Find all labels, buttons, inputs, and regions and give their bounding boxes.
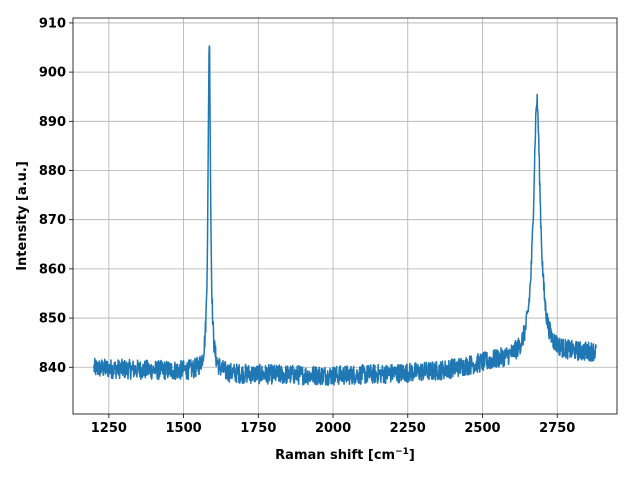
y-tick-label: 860 (39, 262, 66, 277)
y-tick-label: 900 (39, 66, 66, 81)
y-tick-label: 840 (39, 361, 66, 376)
x-tick-label: 1500 (165, 421, 201, 436)
x-tick-label: 1250 (91, 421, 127, 436)
y-tick-label: 850 (39, 312, 66, 327)
x-axis-label: Raman shift [cm−1] (275, 447, 415, 463)
x-tick-label: 2750 (539, 421, 575, 436)
series-layer (93, 45, 597, 386)
x-tick-label: 1750 (240, 421, 276, 436)
x-axis: 1250 1500 1750 2000 2250 2500 2750 (91, 414, 575, 436)
x-tick-label: 2250 (390, 421, 426, 436)
y-axis: 840 850 860 870 880 890 900 910 (39, 16, 73, 376)
y-tick-label: 880 (39, 164, 66, 179)
y-axis-label: Intensity [a.u.] (15, 161, 30, 271)
grid (73, 18, 617, 414)
x-tick-label: 2500 (464, 421, 500, 436)
y-tick-label: 870 (39, 213, 66, 228)
y-tick-label: 910 (39, 16, 66, 31)
plot-frame (72, 17, 618, 415)
x-tick-label: 2000 (315, 421, 351, 436)
spectrum-line (93, 45, 597, 386)
y-tick-label: 890 (39, 115, 66, 130)
